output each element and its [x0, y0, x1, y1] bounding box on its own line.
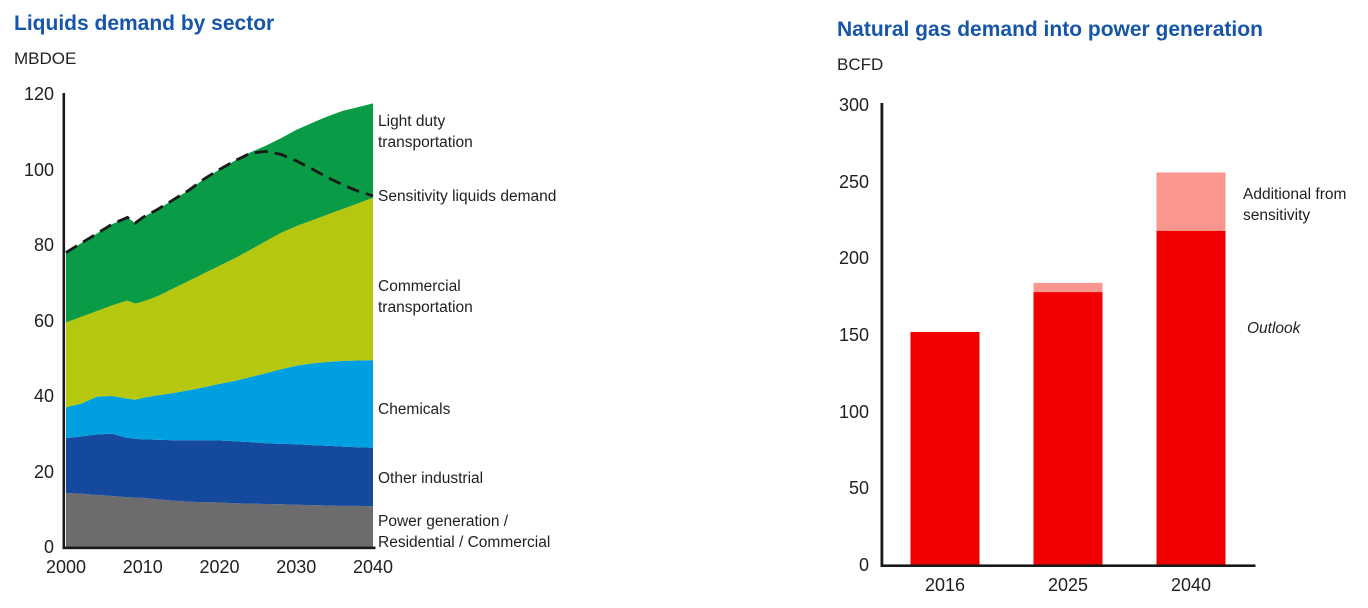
- right-y-tick-label: 150: [838, 325, 869, 345]
- right-x-axis: [880, 564, 1256, 567]
- label-outlook: Outlook: [1247, 320, 1301, 337]
- left-x-tick-label: 2020: [199, 557, 240, 577]
- left-x-axis: [62, 546, 376, 550]
- left-chart-unit: MBDOE: [14, 49, 77, 68]
- left-x-tick-label: 2040: [352, 557, 394, 577]
- right-y-tick-label: 0: [858, 555, 869, 575]
- left-x-tick-label: 2000: [45, 557, 87, 577]
- left-y-tick-label: 60: [33, 310, 54, 331]
- right-y-tick-label: 250: [838, 171, 869, 192]
- bar-2025-outlook: [1033, 292, 1103, 566]
- left-y-tick-label: 20: [33, 461, 54, 482]
- right-y-tick-label: 200: [838, 248, 869, 269]
- bar-2040-outlook: [1156, 230, 1226, 566]
- sensitivity-line: [65, 149, 374, 254]
- right-y-tick-label: 300: [838, 95, 869, 115]
- right-y-tick-label: 100: [838, 401, 869, 422]
- label-power-generation: Power generation / Residential / Commerc…: [378, 513, 551, 551]
- right-x-tick-label: 2025: [1047, 575, 1089, 595]
- label-sensitivity-liquids-demand: Sensitivity liquids demand: [378, 188, 557, 205]
- label-light-duty-transportation: Light duty transportation: [378, 113, 473, 151]
- area-layer-commercial-transportation: [66, 197, 373, 408]
- right-chart-title: Natural gas demand into power generation: [837, 18, 1263, 41]
- label-other-industrial: Other industrial: [378, 470, 484, 487]
- left-y-tick-label: 80: [33, 235, 54, 255]
- bar-2016-outlook: [910, 331, 980, 566]
- label-additional-from-sensitivity: Additional from sensitivity: [1243, 186, 1347, 224]
- right-y-axis: [880, 103, 884, 567]
- label-chemicals: Chemicals: [378, 401, 451, 418]
- bar-2040-additional-sensitivity: [1156, 172, 1226, 231]
- left-x-tick-label: 2030: [276, 557, 317, 577]
- left-y-tick-label: 120: [23, 84, 54, 104]
- label-commercial-transportation: Commercial transportation: [378, 278, 473, 316]
- area-layer-light-duty-transportation: [66, 103, 373, 323]
- left-y-tick-label: 40: [33, 386, 54, 406]
- area-layer-chemicals: [66, 360, 373, 448]
- left-y-tick-label: 0: [43, 537, 54, 557]
- left-x-tick-label: 2010: [122, 557, 163, 577]
- right-x-tick-label: 2016: [924, 575, 966, 595]
- right-x-tick-label: 2040: [1170, 575, 1212, 595]
- left-chart-title: Liquids demand by sector: [14, 12, 275, 35]
- right-chart-unit: BCFD: [837, 55, 884, 74]
- area-layer-power-generation-residential-commercial: [66, 493, 373, 547]
- bar-2025-additional-sensitivity: [1033, 282, 1103, 293]
- left-y-axis: [62, 93, 66, 549]
- left-y-tick-label: 100: [23, 159, 54, 180]
- right-y-tick-label: 50: [848, 478, 869, 499]
- area-layer-other-industrial: [66, 433, 373, 507]
